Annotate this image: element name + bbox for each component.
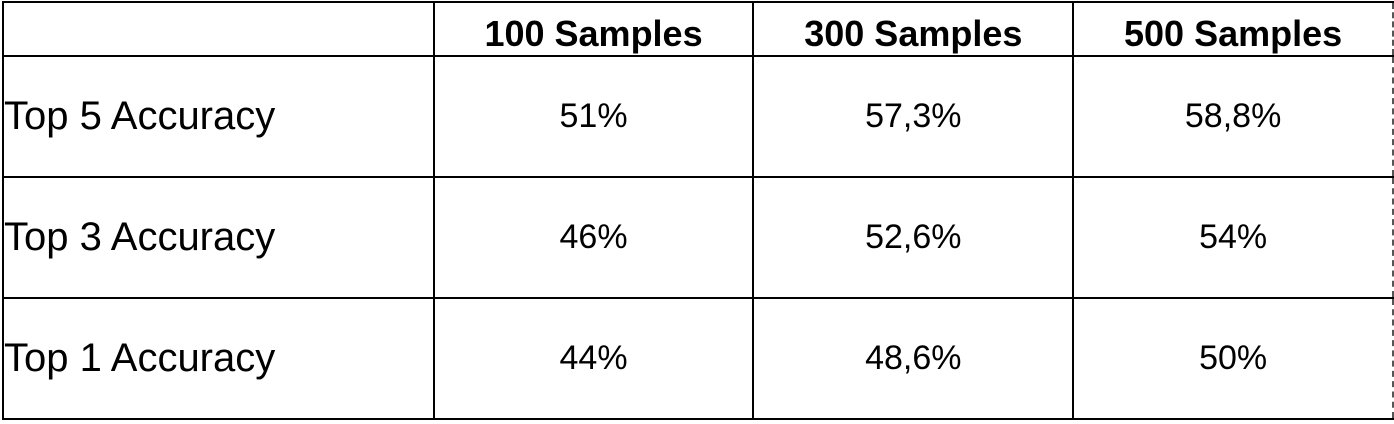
cell-top3-300: 52,6% — [752, 176, 1075, 299]
corner-cell — [2, 1, 435, 57]
table-row-top-5: Top 5 Accuracy 51% 57,3% 58,8% — [2, 55, 1394, 178]
cell-top3-500: 54% — [1072, 176, 1394, 299]
row-label-top-3: Top 3 Accuracy — [2, 176, 435, 299]
column-header-500-samples: 500 Samples — [1072, 1, 1394, 57]
cell-top1-100: 44% — [432, 297, 755, 420]
table-row-top-1: Top 1 Accuracy 44% 48,6% 50% — [2, 297, 1394, 420]
row-label-top-5: Top 5 Accuracy — [2, 55, 435, 178]
row-label-top-1: Top 1 Accuracy — [2, 297, 435, 420]
header-row: 100 Samples 300 Samples 500 Samples — [2, 1, 1394, 57]
cell-top5-300: 57,3% — [752, 55, 1075, 178]
column-header-100-samples: 100 Samples — [432, 1, 755, 57]
cell-top1-300: 48,6% — [752, 297, 1075, 420]
cell-top5-100: 51% — [432, 55, 755, 178]
cell-top5-500: 58,8% — [1072, 55, 1394, 178]
column-header-300-samples: 300 Samples — [752, 1, 1075, 57]
cell-top3-100: 46% — [432, 176, 755, 299]
table-row-top-3: Top 3 Accuracy 46% 52,6% 54% — [2, 176, 1394, 299]
cell-top1-500: 50% — [1072, 297, 1394, 420]
